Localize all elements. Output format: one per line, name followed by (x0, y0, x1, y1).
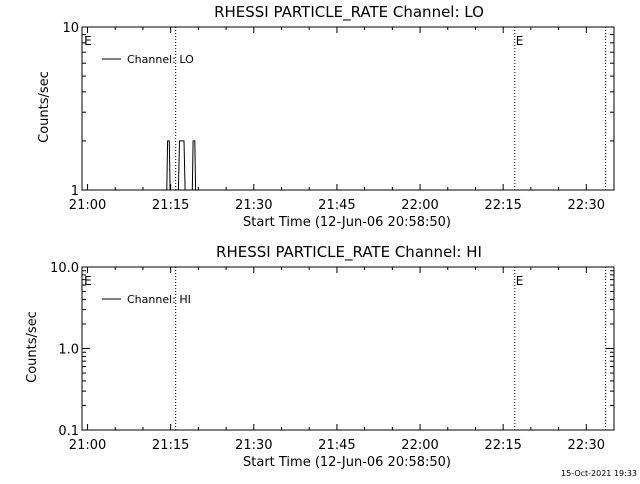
y-tick-label: 1 (71, 184, 79, 199)
y-tick-label: 1.0 (58, 343, 79, 358)
y-axis-label: Counts/sec (37, 71, 52, 143)
chart-title: RHESSI PARTICLE_RATE Channel: LO (214, 3, 484, 22)
y-tick-label: 0.1 (58, 424, 79, 439)
x-tick-label: 21:45 (318, 438, 355, 453)
event-marker-label: E (516, 274, 524, 288)
series-line (166, 140, 197, 191)
x-tick-label: 22:15 (484, 198, 521, 213)
x-tick-label: 22:00 (401, 438, 438, 453)
legend-label: Channel: HI (127, 293, 191, 306)
y-tick-label: 10.0 (50, 261, 79, 276)
event-marker-label: E (84, 274, 92, 288)
x-tick-label: 21:30 (235, 438, 272, 453)
x-tick-label: 21:15 (152, 198, 189, 213)
x-tick-label: 21:00 (69, 198, 106, 213)
x-tick-label: 22:00 (401, 198, 438, 213)
event-marker-label: E (84, 34, 92, 48)
legend-label: Channel: LO (127, 53, 194, 66)
x-axis-label: Start Time (12-Jun-06 20:58:50) (243, 455, 451, 470)
y-axis-label: Counts/sec (25, 311, 40, 383)
chart-title: RHESSI PARTICLE_RATE Channel: HI (216, 243, 482, 262)
event-marker-label: E (516, 34, 524, 48)
plot-frame (81, 266, 615, 431)
x-tick-label: 21:15 (152, 438, 189, 453)
plot-frame (81, 26, 615, 191)
y-tick-label: 10 (62, 21, 79, 36)
x-tick-label: 21:00 (69, 438, 106, 453)
x-tick-label: 22:30 (568, 438, 605, 453)
x-tick-label: 22:30 (568, 198, 605, 213)
x-tick-label: 21:30 (235, 198, 272, 213)
footer-timestamp: 15-Oct-2021 19:33 (561, 469, 637, 478)
x-tick-label: 22:15 (484, 438, 521, 453)
x-tick-label: 21:45 (318, 198, 355, 213)
x-axis-label: Start Time (12-Jun-06 20:58:50) (243, 215, 451, 230)
